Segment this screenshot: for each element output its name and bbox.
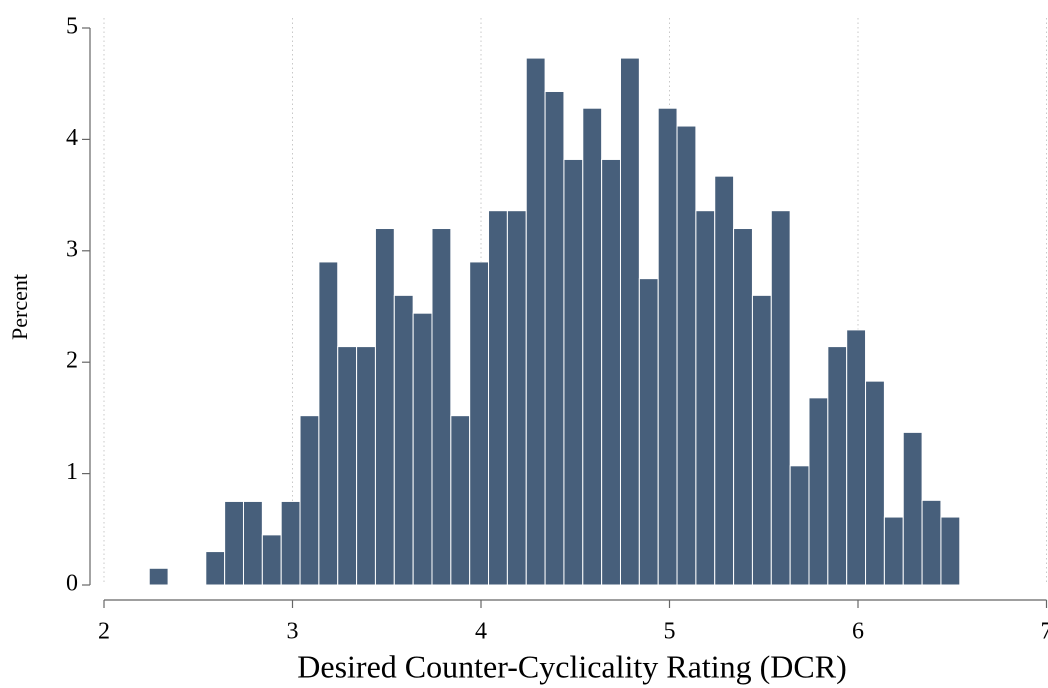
bar xyxy=(582,107,603,586)
bar xyxy=(488,210,508,586)
bar xyxy=(619,57,640,586)
bar xyxy=(921,499,942,586)
bar xyxy=(846,329,867,586)
bar xyxy=(318,261,339,586)
bar xyxy=(544,90,565,586)
x-tick-label: 5 xyxy=(664,619,676,645)
y-axis-title: Percent xyxy=(7,274,32,340)
y-tick-label: 3 xyxy=(66,236,78,262)
x-tick-label: 4 xyxy=(475,619,487,645)
x-axis-title: Desired Counter-Cyclicality Rating (DCR) xyxy=(297,648,846,684)
bar xyxy=(224,500,244,586)
bar xyxy=(374,228,395,586)
bar xyxy=(638,278,659,586)
y-tick-label: 5 xyxy=(66,14,78,40)
bar xyxy=(902,431,923,586)
bar xyxy=(883,516,904,586)
bar xyxy=(412,312,433,586)
bar xyxy=(733,228,753,586)
bar xyxy=(280,500,301,586)
bar xyxy=(261,534,282,586)
y-tick-label: 0 xyxy=(66,571,78,597)
y-tick-label: 4 xyxy=(66,125,78,151)
bar xyxy=(148,567,169,586)
bar xyxy=(242,500,263,586)
bar xyxy=(431,228,452,586)
bar xyxy=(506,210,527,586)
bar xyxy=(601,158,621,586)
bar xyxy=(563,158,584,586)
bar xyxy=(808,397,829,586)
bar xyxy=(695,210,716,586)
bar xyxy=(393,294,414,586)
x-tick-label: 3 xyxy=(287,619,299,645)
x-tick-label: 6 xyxy=(852,619,864,645)
bar xyxy=(469,261,490,586)
bar xyxy=(205,551,226,586)
bar xyxy=(356,346,376,586)
bar xyxy=(770,210,791,586)
y-tick-label: 1 xyxy=(66,459,78,485)
bar xyxy=(714,175,735,586)
bar xyxy=(676,125,697,586)
y-tick-label: 2 xyxy=(66,348,78,374)
bar xyxy=(525,57,546,586)
bar xyxy=(337,346,358,586)
bar xyxy=(657,107,678,586)
bar xyxy=(865,380,885,586)
bar xyxy=(751,294,772,586)
bar xyxy=(789,465,810,586)
bar xyxy=(450,415,471,586)
bar xyxy=(940,516,961,586)
x-tick-label: 7 xyxy=(1041,619,1048,645)
bar xyxy=(299,415,320,586)
x-tick-label: 2 xyxy=(98,619,110,645)
bar xyxy=(827,346,848,586)
